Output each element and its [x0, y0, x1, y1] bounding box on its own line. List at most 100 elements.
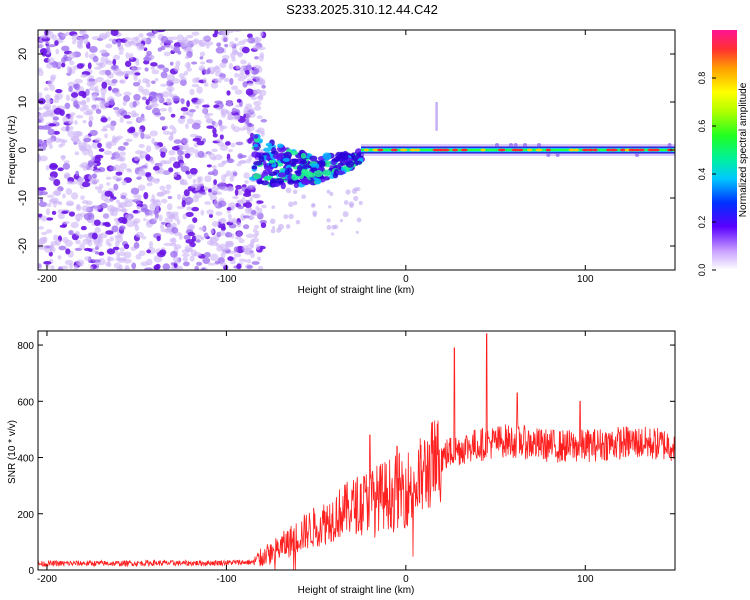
noise-blob	[163, 160, 172, 165]
noise-blob	[52, 104, 57, 110]
noise-blob	[125, 138, 133, 142]
noise-blob	[220, 251, 226, 259]
noise-blob	[97, 142, 102, 149]
noise-blob	[234, 188, 239, 196]
noise-blob	[67, 130, 75, 138]
noise-blob	[219, 125, 228, 130]
signal-peak	[592, 148, 598, 152]
transition-blob	[288, 201, 294, 207]
colorbar-tick-label: 0.2	[697, 216, 707, 229]
noise-blob	[190, 184, 198, 188]
noise-blob	[94, 186, 99, 190]
noise-blob	[69, 112, 76, 116]
noise-blob	[88, 167, 95, 171]
noise-blob	[196, 261, 203, 266]
y-tick-label: 400	[17, 454, 34, 465]
noise-blob	[180, 106, 189, 112]
noise-blob	[45, 229, 53, 234]
noise-blob	[237, 189, 243, 196]
noise-blob	[208, 188, 212, 193]
signal-peak	[527, 148, 533, 152]
noise-blob	[183, 189, 190, 197]
transition-blob	[267, 165, 273, 173]
noise-blob	[130, 187, 140, 195]
noise-blob	[74, 78, 83, 84]
noise-blob	[256, 46, 266, 51]
noise-blob	[245, 233, 254, 239]
noise-blob	[215, 46, 225, 54]
noise-blob	[206, 164, 212, 168]
noise-blob	[204, 175, 212, 183]
noise-blob	[39, 48, 48, 55]
noise-blob	[105, 143, 111, 149]
noise-blob	[63, 160, 70, 164]
transition-blob	[342, 211, 349, 218]
noise-blob	[78, 234, 83, 239]
noise-blob	[249, 196, 253, 202]
noise-blob	[141, 96, 147, 101]
noise-blob	[161, 145, 167, 153]
noise-blob	[123, 258, 132, 264]
noise-blob	[124, 40, 133, 48]
noise-blob	[145, 135, 152, 140]
noise-blob	[237, 51, 243, 58]
noise-blob	[148, 55, 155, 59]
noise-blob	[94, 85, 99, 92]
colorbar-tick-label: 0.4	[697, 168, 707, 181]
noise-blob	[228, 62, 234, 70]
noise-blob	[89, 265, 94, 270]
noise-blob	[163, 51, 171, 57]
noise-blob	[187, 147, 195, 151]
noise-blob	[173, 244, 182, 250]
noise-blob	[203, 232, 209, 239]
colorbar-label: Normalized spectral amplitude	[738, 82, 749, 217]
noise-blob	[197, 150, 205, 158]
noise-blob	[126, 120, 133, 125]
spectrogram-y-ticks: 20 10 0 -10 -20	[17, 48, 675, 254]
noise-blob	[218, 119, 223, 127]
noise-blob	[241, 46, 250, 54]
transition-blob	[345, 160, 354, 168]
snr-y-ticks: 0 200 400 600 800	[17, 341, 675, 577]
noise-blob	[117, 145, 126, 151]
noise-blob	[230, 142, 236, 148]
noise-blob	[189, 113, 194, 118]
noise-blob	[79, 243, 86, 250]
noise-blob	[244, 69, 250, 75]
noise-blob	[161, 189, 167, 196]
noise-blob	[168, 106, 173, 113]
noise-blob	[110, 156, 116, 160]
transition-blob	[293, 200, 298, 206]
noise-blob	[88, 115, 94, 122]
noise-blob	[201, 107, 207, 115]
noise-blob	[181, 200, 186, 208]
noise-blob	[173, 139, 182, 144]
noise-blob	[80, 225, 87, 231]
noise-blob	[75, 114, 84, 119]
noise-blob	[217, 200, 227, 207]
transition-blob	[295, 170, 302, 177]
noise-blob	[226, 100, 233, 107]
transition-blob	[271, 182, 281, 188]
noise-blob	[250, 108, 255, 113]
noise-blob	[191, 122, 201, 130]
noise-blob	[247, 138, 252, 144]
noise-blob	[240, 59, 247, 65]
noise-blob	[237, 160, 247, 164]
noise-blob	[160, 71, 168, 79]
noise-blob	[163, 242, 173, 247]
colorbar-tick-label: 0.8	[697, 72, 707, 85]
noise-blob	[115, 171, 123, 176]
noise-blob	[242, 81, 248, 88]
transition-blob	[277, 143, 284, 149]
noise-blob	[115, 220, 120, 226]
noise-blob	[100, 56, 106, 64]
noise-blob	[255, 76, 261, 82]
noise-blob	[224, 43, 229, 48]
noise-blob	[38, 43, 44, 49]
noise-blob	[204, 113, 211, 120]
noise-blob	[78, 262, 84, 267]
noise-blob	[183, 234, 191, 240]
